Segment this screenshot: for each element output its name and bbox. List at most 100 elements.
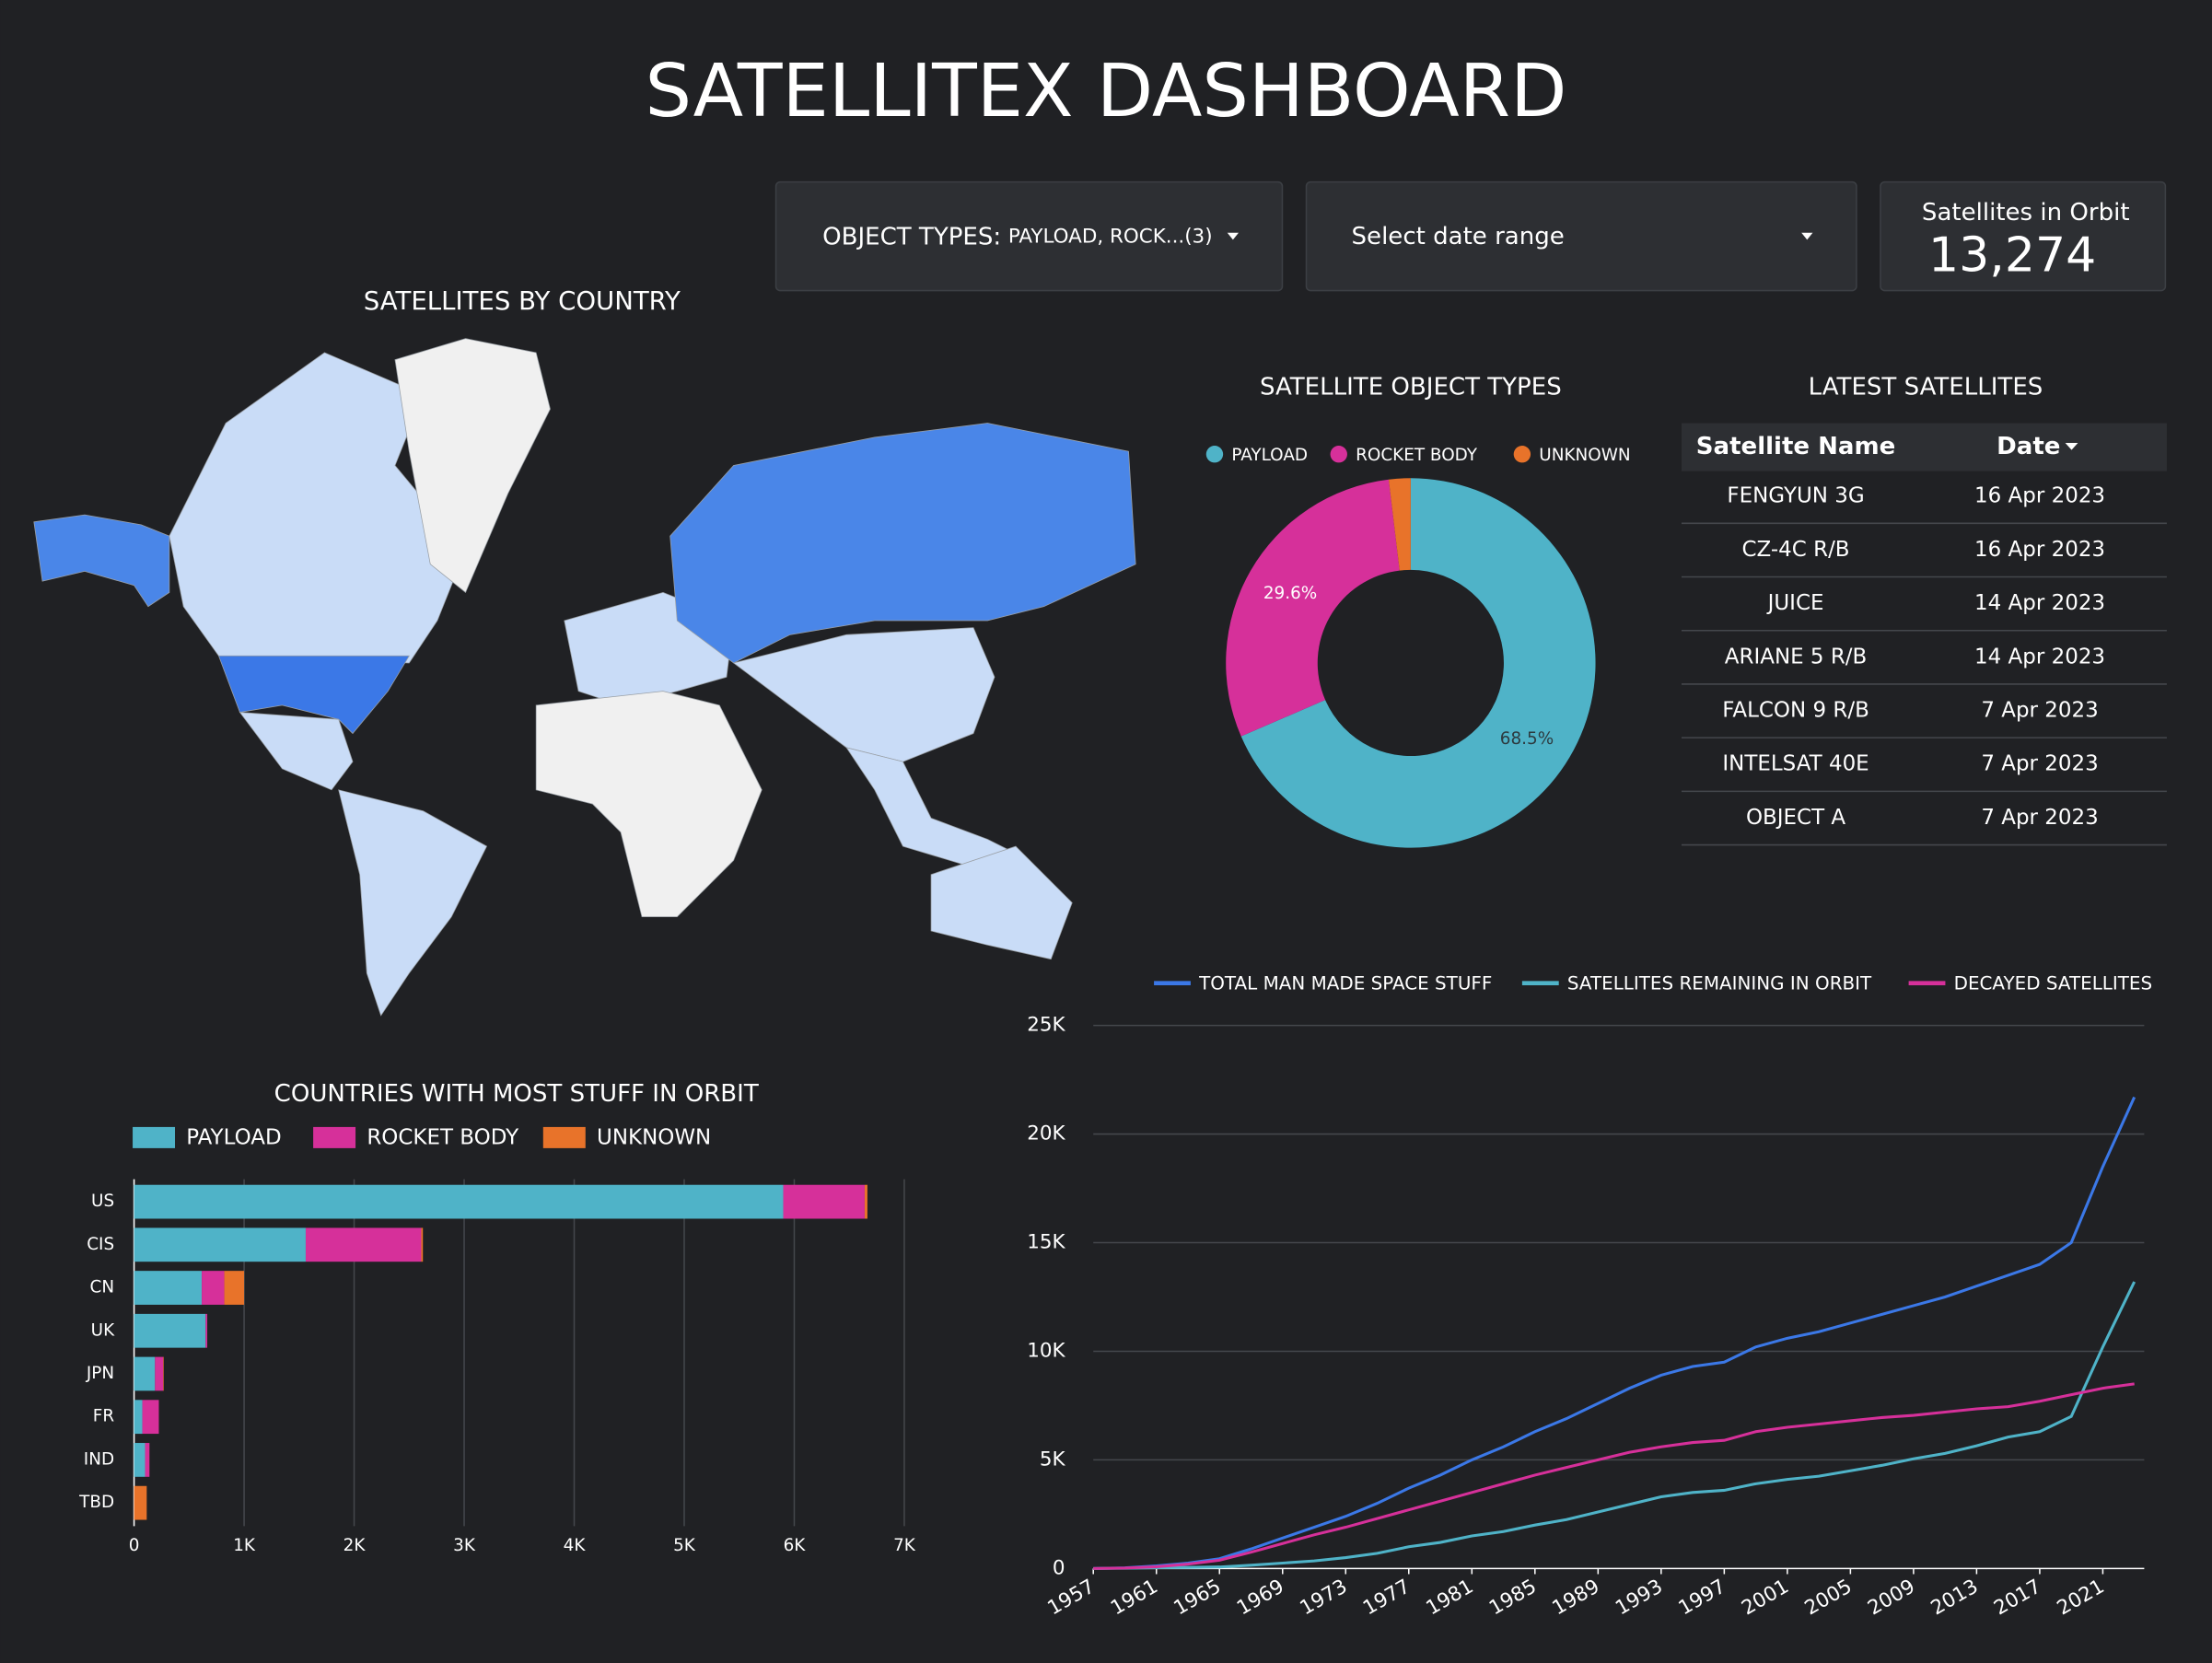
column-header: Satellite Name xyxy=(1696,433,1895,460)
table-cell: 14 Apr 2023 xyxy=(1974,645,2105,669)
legend-swatch xyxy=(1513,446,1531,463)
bar-segment xyxy=(202,1271,225,1305)
legend-label: SATELLITES REMAINING IN ORBIT xyxy=(1567,973,1872,994)
map-title: SATELLITES BY COUNTRY xyxy=(364,285,681,316)
data-label: 29.6% xyxy=(1263,584,1317,603)
x-tick-label: 0 xyxy=(129,1536,140,1555)
x-tick-label: 1K xyxy=(233,1536,256,1555)
y-tick-label: JPN xyxy=(86,1364,114,1383)
y-tick-label: CN xyxy=(90,1278,115,1297)
filter-label[interactable]: OBJECT TYPES: xyxy=(822,223,1001,250)
table-title: LATEST SATELLITES xyxy=(1809,374,2043,401)
country-shape xyxy=(33,514,170,608)
world-map xyxy=(33,338,1136,1017)
country-shape xyxy=(239,712,354,791)
x-tick-label: 5K xyxy=(673,1536,696,1555)
filter-box[interactable] xyxy=(1305,180,1857,292)
x-tick-label: 4K xyxy=(564,1536,587,1555)
legend-label: DECAYED SATELLITES xyxy=(1954,973,2153,994)
y-tick-label: 15K xyxy=(1027,1231,1065,1254)
dropdown-arrow[interactable] xyxy=(1801,232,1813,240)
table-header xyxy=(1681,423,2167,471)
y-tick-label: FR xyxy=(93,1407,115,1426)
table-cell: INTELSAT 40E xyxy=(1722,752,1869,776)
y-tick-label: CIS xyxy=(87,1235,114,1254)
legend-label: PAYLOAD xyxy=(1231,446,1308,465)
donut-slice xyxy=(1388,478,1411,571)
filter-text[interactable]: OBJECT TYPES: PAYLOAD, ROCK...(3) xyxy=(822,223,1212,250)
x-tick-label: 2K xyxy=(343,1536,367,1555)
data-line xyxy=(1093,1281,2136,1570)
table-cell: 14 Apr 2023 xyxy=(1974,591,2105,615)
filter-value[interactable]: PAYLOAD, ROCK...(3) xyxy=(1008,225,1213,248)
table-cell: 16 Apr 2023 xyxy=(1974,484,2105,508)
legend-label: TOTAL MAN MADE SPACE STUFF xyxy=(1198,973,1492,994)
y-tick-label: 5K xyxy=(1040,1448,1066,1471)
country-shape xyxy=(732,627,995,762)
data-line xyxy=(1093,1382,2135,1570)
x-tick-label: 7K xyxy=(893,1536,916,1555)
legend-label: UNKNOWN xyxy=(1539,446,1630,465)
legend-swatch xyxy=(1205,446,1224,463)
table-cell: 7 Apr 2023 xyxy=(1981,699,2098,723)
bar-segment xyxy=(783,1184,865,1219)
object-type-filter[interactable]: OBJECT TYPES: PAYLOAD, ROCK...(3) xyxy=(774,180,1284,292)
bar-segment xyxy=(134,1184,784,1219)
filter-box[interactable] xyxy=(774,180,1284,292)
y-tick-label: TBD xyxy=(78,1493,114,1512)
bar-chart: PAYLOAD ROCKET BODY UNKNOWN 0 1K 2K 3K 4K 5K 6K 7K… xyxy=(78,1126,916,1555)
country-shape xyxy=(930,845,1073,960)
y-tick-label: 20K xyxy=(1027,1122,1065,1145)
kpi-value: 13,274 xyxy=(1928,227,2096,283)
bar-segment xyxy=(205,1313,208,1348)
bar-segment xyxy=(145,1443,150,1477)
bar-segment xyxy=(305,1227,422,1262)
donut-slice xyxy=(1240,478,1596,848)
country-shape xyxy=(217,655,410,735)
legend-label: PAYLOAD xyxy=(186,1126,281,1150)
kpi-label: Satellites in Orbit xyxy=(1922,199,2130,227)
column-header: Date xyxy=(1997,433,2060,460)
y-tick-label: 0 xyxy=(1053,1556,1065,1579)
kpi-card: Satellites in Orbit 13,274 xyxy=(1880,180,2167,292)
country-shape xyxy=(535,691,763,918)
bar-segment xyxy=(134,1313,206,1348)
legend-label: ROCKET BODY xyxy=(1356,446,1478,465)
bar-segment xyxy=(163,1356,164,1391)
legend-swatch xyxy=(313,1126,356,1148)
bar-segment xyxy=(864,1184,867,1219)
table-cell: 7 Apr 2023 xyxy=(1981,806,2098,830)
sort-arrow[interactable] xyxy=(2065,442,2078,450)
dashboard-title: SATELLITEX DASHBOARD xyxy=(646,48,1567,134)
bar-segment xyxy=(155,1356,164,1391)
bar-title: COUNTRIES WITH MOST STUFF IN ORBIT xyxy=(274,1080,759,1108)
legend-swatch xyxy=(133,1126,176,1148)
legend-label: ROCKET BODY xyxy=(367,1126,519,1150)
table-cell: CZ-4C R/B xyxy=(1742,538,1850,562)
table-cell: ARIANE 5 R/B xyxy=(1725,645,1868,669)
donut-chart: PAYLOAD ROCKET BODY UNKNOWN 68.5% 29.6% xyxy=(1205,446,1631,848)
data-label: 68.5% xyxy=(1500,729,1554,749)
y-tick-label: IND xyxy=(84,1449,114,1469)
table-cell: JUICE xyxy=(1766,591,1824,615)
bar-segment xyxy=(134,1356,156,1391)
bar-segment xyxy=(134,1400,143,1435)
date-range-text[interactable]: Select date range xyxy=(1352,223,1565,250)
bar-segment xyxy=(134,1227,306,1262)
bar-segment xyxy=(421,1227,424,1262)
dropdown-arrow[interactable] xyxy=(1227,232,1239,240)
kpi-box xyxy=(1880,180,2167,292)
bar-segment xyxy=(224,1271,245,1305)
y-tick-label: UK xyxy=(91,1320,115,1340)
x-tick-label: 6K xyxy=(784,1536,807,1555)
table-cell: FALCON 9 R/B xyxy=(1722,699,1869,723)
date-range-filter[interactable]: Select date range xyxy=(1305,180,1857,292)
y-tick-label: 10K xyxy=(1027,1339,1065,1362)
y-tick-label: 25K xyxy=(1027,1014,1065,1037)
table-cell: 16 Apr 2023 xyxy=(1974,538,2105,562)
x-tick-label: 3K xyxy=(453,1536,476,1555)
legend-swatch xyxy=(542,1126,586,1148)
donut-slice xyxy=(1226,479,1400,737)
data-line xyxy=(1093,1096,2136,1570)
